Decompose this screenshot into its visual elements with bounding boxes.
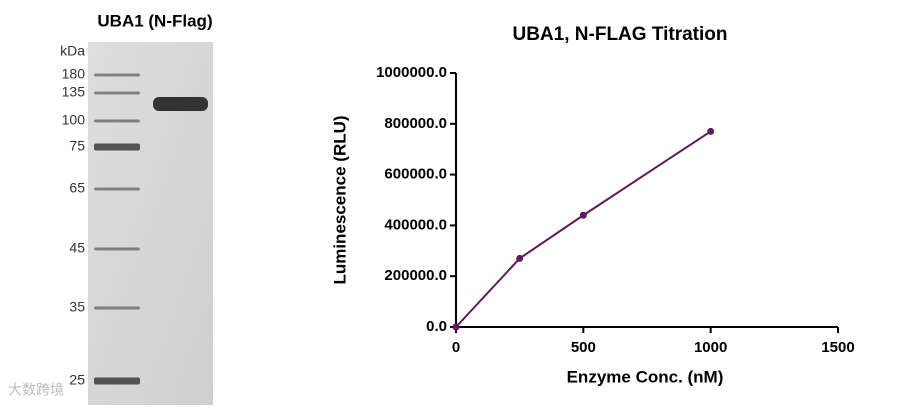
marker-label: 65 bbox=[69, 180, 85, 196]
x-tick-label: 1000 bbox=[694, 339, 727, 356]
marker-label: 100 bbox=[62, 112, 86, 128]
marker-label: 35 bbox=[69, 299, 85, 315]
gel-image bbox=[88, 42, 213, 405]
marker-label: 135 bbox=[62, 84, 86, 100]
ladder-band bbox=[94, 247, 140, 251]
series-line bbox=[455, 130, 712, 328]
ladder-band bbox=[94, 306, 140, 310]
ladder-band bbox=[94, 187, 140, 191]
x-axis-label: Enzyme Conc. (nM) bbox=[567, 367, 724, 386]
data-point bbox=[516, 254, 524, 262]
gel-lanes: 180 135 100 75 65 45 35 25 bbox=[62, 66, 208, 388]
watermark: 大数跨境 bbox=[8, 382, 64, 398]
ladder-band bbox=[94, 119, 140, 123]
marker-label: 25 bbox=[69, 372, 85, 388]
x-tick-label: 500 bbox=[571, 339, 596, 356]
chart-title: UBA1, N-FLAG Titration bbox=[513, 24, 728, 45]
marker-label: 45 bbox=[69, 240, 85, 256]
data-point bbox=[707, 127, 715, 135]
gel-unit: kDa bbox=[60, 43, 85, 59]
y-tick-label: 800000.0 bbox=[384, 115, 447, 132]
data-point bbox=[579, 211, 587, 219]
y-tick-label: 1000000.0 bbox=[376, 64, 447, 81]
sample-band bbox=[153, 97, 208, 111]
y-tick-label: 600000.0 bbox=[384, 166, 447, 183]
marker-label: 75 bbox=[69, 138, 85, 154]
y-tick-label: 400000.0 bbox=[384, 216, 447, 233]
gel-title: UBA1 (N-Flag) bbox=[97, 11, 212, 30]
x-tick-label: 1500 bbox=[821, 339, 854, 356]
ladder-band bbox=[94, 377, 140, 385]
x-tick-label: 0 bbox=[452, 339, 460, 356]
y-tick-label: 0.0 bbox=[426, 318, 447, 335]
ladder-band bbox=[94, 143, 140, 151]
y-axis-label: Luminescence (RLU) bbox=[330, 115, 349, 284]
y-tick-label: 200000.0 bbox=[384, 267, 447, 284]
marker-label: 180 bbox=[62, 66, 86, 82]
data-point bbox=[452, 323, 460, 331]
chart: UBA1, N-FLAG Titration Enzyme Conc. (nM)… bbox=[330, 24, 854, 386]
ladder-band bbox=[94, 91, 140, 95]
ladder-band bbox=[94, 73, 140, 77]
